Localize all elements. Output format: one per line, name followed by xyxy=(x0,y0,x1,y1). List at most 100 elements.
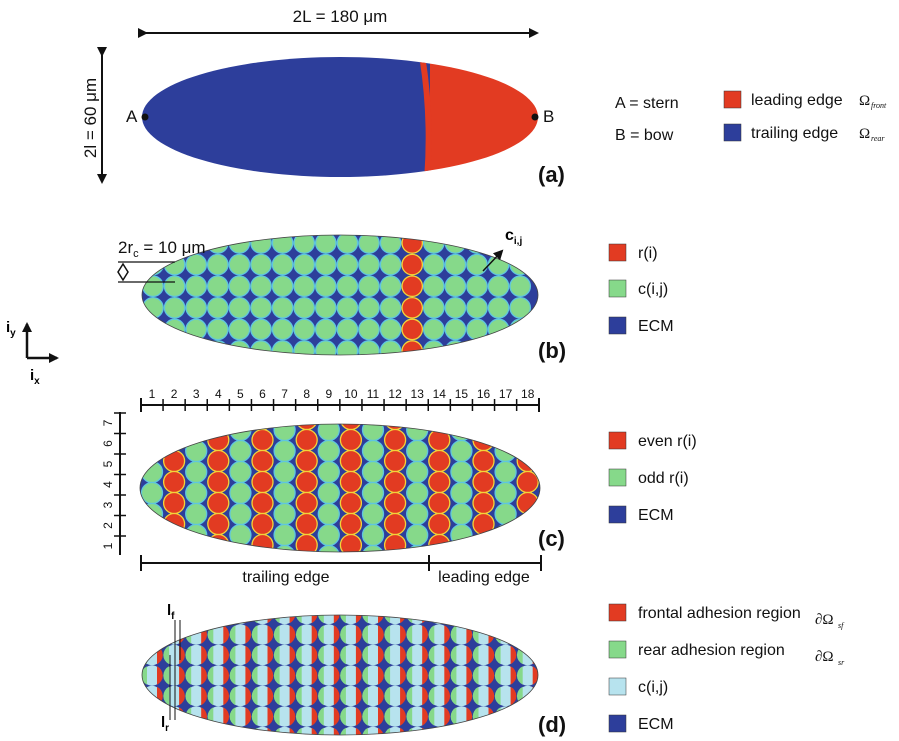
rear-adhesion xyxy=(142,727,147,735)
cell xyxy=(494,523,517,547)
rear-adhesion xyxy=(207,666,214,685)
rear-adhesion xyxy=(273,686,280,706)
rear-adhesion xyxy=(384,625,391,644)
cell xyxy=(207,491,230,515)
cell xyxy=(229,460,252,484)
rear-adhesion xyxy=(185,666,192,685)
cell xyxy=(422,275,445,298)
front-adhesion xyxy=(267,686,274,706)
legend-swatch-ecm xyxy=(608,316,627,335)
cell xyxy=(142,253,164,276)
front-adhesion xyxy=(355,625,362,644)
rear-adhesion xyxy=(494,686,501,706)
rear-adhesion xyxy=(340,727,346,735)
cell xyxy=(314,318,337,341)
cell-pointer-arrow xyxy=(482,249,504,272)
front-adhesion xyxy=(510,625,517,644)
cell xyxy=(444,318,467,341)
legend-swatch-trailing xyxy=(723,123,742,142)
cell xyxy=(379,340,402,355)
cell xyxy=(428,470,451,494)
front-adhesion xyxy=(267,645,274,665)
rear-adhesion xyxy=(318,707,324,726)
front-adhesion xyxy=(510,686,517,706)
cell xyxy=(339,533,363,552)
cell xyxy=(509,296,532,319)
rear-adhesion xyxy=(142,686,147,706)
cell xyxy=(494,502,517,526)
cell xyxy=(517,624,538,645)
cell xyxy=(162,470,186,494)
column-number: 15 xyxy=(455,387,469,401)
rear-adhesion xyxy=(428,686,435,706)
cell xyxy=(163,340,186,355)
cell xyxy=(494,481,517,505)
front-adhesion xyxy=(333,686,340,706)
rear-adhesion xyxy=(318,615,324,624)
cell xyxy=(164,556,185,577)
cell xyxy=(428,491,451,515)
rear-adhesion xyxy=(384,645,391,665)
rear-adhesion xyxy=(229,686,236,706)
cell xyxy=(361,481,385,505)
rear-adhesion xyxy=(142,625,147,644)
cell xyxy=(271,340,294,355)
cell xyxy=(250,275,272,298)
rear-adhesion xyxy=(450,666,457,685)
rear-adhesion xyxy=(340,707,346,726)
cell xyxy=(208,726,229,735)
front-adhesion xyxy=(223,615,230,624)
legend-rear-sub: sr xyxy=(838,658,845,667)
rear-adhesion xyxy=(340,615,346,624)
front-adhesion xyxy=(311,707,318,726)
column-number: 7 xyxy=(281,387,288,401)
legend-swatch-cij-d xyxy=(608,677,627,696)
legend-trailing-sub: rear xyxy=(871,134,885,143)
front-adhesion xyxy=(245,615,252,624)
rear-adhesion xyxy=(450,645,457,665)
cell xyxy=(273,502,296,526)
column-ticks: 1 2 3 4 5 6 7 8 9 10 11 12 13 14 15 16 17 18 xyxy=(149,387,540,411)
cell xyxy=(140,424,164,442)
legend-leading-sub: front xyxy=(871,101,887,110)
cell xyxy=(339,449,363,473)
front-adhesion xyxy=(267,625,274,644)
front-adhesion xyxy=(488,666,495,685)
column-number: 8 xyxy=(303,387,310,401)
rear-adhesion xyxy=(494,666,501,685)
cell xyxy=(509,253,532,276)
rear-adhesion xyxy=(362,666,368,685)
cell xyxy=(229,439,252,463)
front-adhesion xyxy=(378,686,384,706)
cell xyxy=(336,318,359,341)
point-a-label: A xyxy=(126,107,138,126)
row-number: 7 xyxy=(101,419,115,426)
legend-swatch-odd xyxy=(608,468,627,487)
cell xyxy=(428,512,451,536)
cell xyxy=(487,296,510,319)
front-adhesion xyxy=(510,707,517,726)
front-adhesion xyxy=(223,727,230,735)
front-adhesion xyxy=(157,615,163,624)
front-adhesion xyxy=(179,666,185,685)
cell xyxy=(186,615,207,625)
cell xyxy=(274,399,295,420)
rear-adhesion xyxy=(273,707,280,726)
front-adhesion xyxy=(289,666,296,685)
cell xyxy=(487,253,510,276)
rear-adhesion xyxy=(406,686,413,706)
rear-adhesion xyxy=(295,625,302,644)
front-adhesion xyxy=(355,645,362,665)
front-adhesion xyxy=(444,625,451,644)
rear-adhesion xyxy=(185,727,192,735)
cell xyxy=(271,296,294,319)
front-adhesion xyxy=(333,625,340,644)
cell xyxy=(516,424,539,431)
leading-edge-label: leading edge xyxy=(438,569,530,586)
point-b-label: B xyxy=(543,107,554,126)
rear-adhesion xyxy=(207,645,214,665)
rear-adhesion xyxy=(251,707,258,726)
cell xyxy=(509,340,532,355)
front-adhesion xyxy=(311,645,318,665)
lf-label: lf xyxy=(167,602,175,622)
